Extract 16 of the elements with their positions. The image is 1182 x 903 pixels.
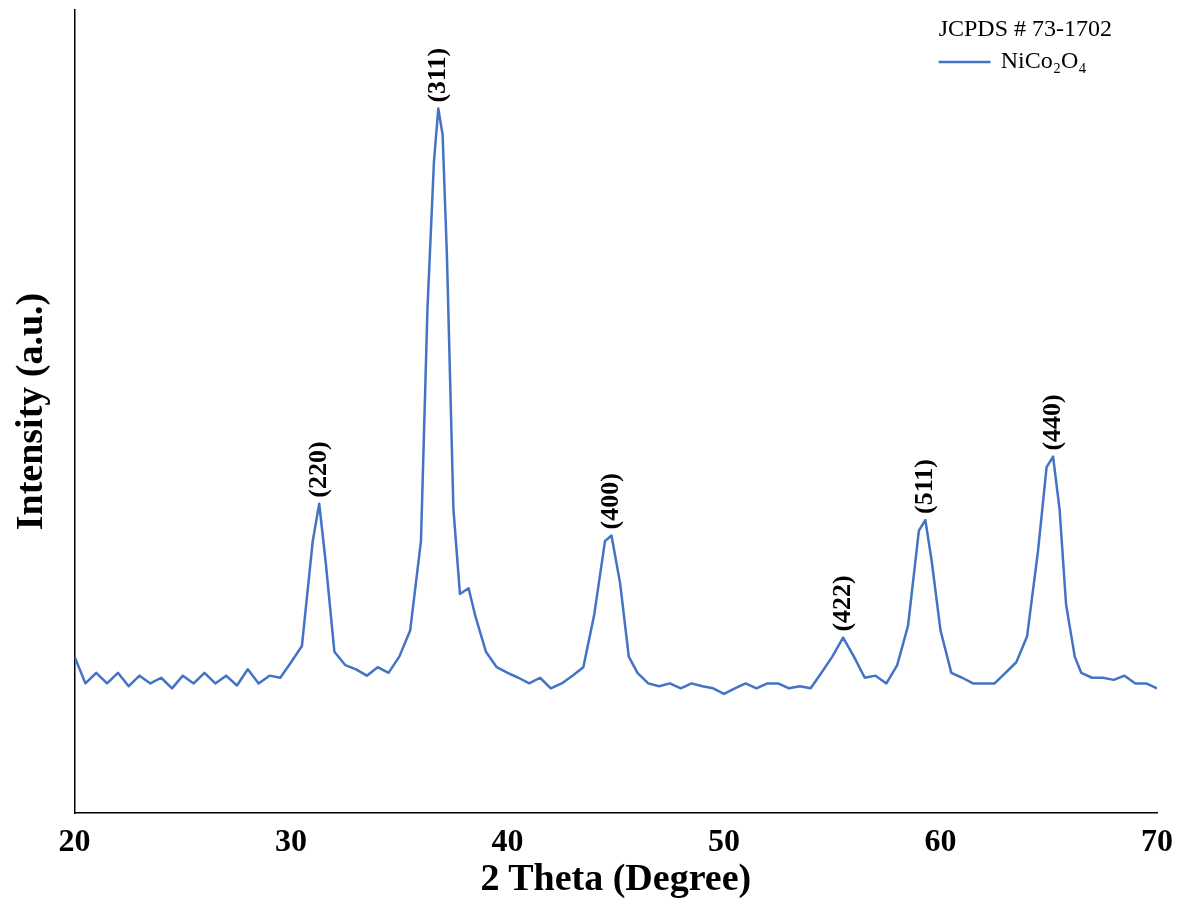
x-tick-label: 60 <box>924 822 957 859</box>
legend-label: NiCo₂O₄ <box>1000 47 1087 74</box>
legend-title: JCPDS # 73-1702 <box>938 15 1113 42</box>
x-tick-label: 40 <box>491 822 524 859</box>
annotation: (311) <box>422 47 452 103</box>
annotation: (400) <box>595 473 625 530</box>
y-axis-title: Intensity (a.u.) <box>7 292 51 531</box>
annotation: (440) <box>1036 394 1066 451</box>
x-tick-label: 30 <box>275 822 308 859</box>
x-tick-label: 20 <box>58 822 91 859</box>
annotation: (511) <box>909 459 939 514</box>
annotation: (220) <box>302 441 332 498</box>
x-tick-label: 70 <box>1141 822 1173 859</box>
x-tick-label: 50 <box>708 822 741 859</box>
x-axis-title: 2 Theta (Degree) <box>480 856 752 900</box>
annotation: (422) <box>826 575 856 632</box>
